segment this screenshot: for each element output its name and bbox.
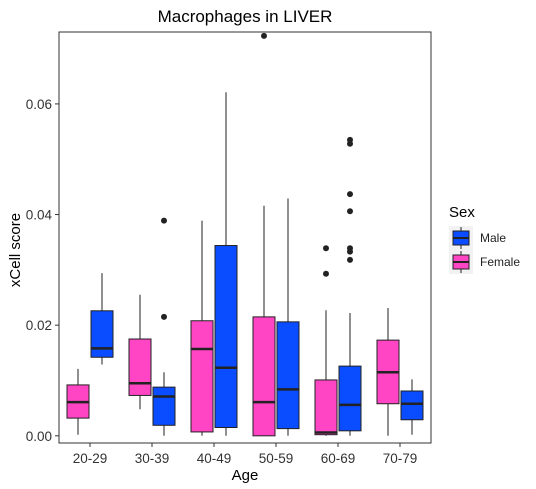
y-axis: 0.00 0.02 0.04 0.06 bbox=[26, 97, 59, 444]
legend-label: Male bbox=[480, 231, 506, 245]
x-tick-label: 30-39 bbox=[135, 451, 170, 466]
y-tick-label: 0.00 bbox=[26, 429, 52, 444]
y-tick-label: 0.06 bbox=[26, 97, 52, 112]
box-male-50-59 bbox=[276, 321, 300, 430]
outlier-male-30-39-1 bbox=[161, 217, 167, 224]
box-female-60-69 bbox=[314, 379, 338, 436]
outlier-male-60-69-4 bbox=[347, 191, 353, 198]
box-male-70-79 bbox=[400, 390, 424, 421]
legend: Sex Male Female bbox=[449, 204, 520, 274]
outlier-male-30-39-0 bbox=[161, 313, 167, 320]
outlier-male-60-69-6 bbox=[347, 136, 353, 143]
x-tick-label: 70-79 bbox=[383, 451, 418, 466]
outlier-male-60-69-3 bbox=[347, 208, 353, 215]
legend-label: Female bbox=[480, 255, 520, 269]
x-axis: 20-29 30-39 40-49 50-59 60-69 70-79 bbox=[73, 443, 418, 466]
x-tick-label: 40-49 bbox=[197, 451, 232, 466]
outlier-female-50-59-0 bbox=[261, 32, 267, 39]
plot-marks bbox=[66, 32, 424, 437]
box-female-30-39 bbox=[128, 338, 152, 396]
chart-title: Macrophages in LIVER bbox=[158, 7, 333, 26]
y-axis-title: xCell score bbox=[7, 213, 24, 287]
box-male-30-39 bbox=[152, 386, 176, 426]
x-tick-label: 20-29 bbox=[73, 451, 108, 466]
box-male-40-49 bbox=[214, 245, 238, 429]
outlier-male-60-69-0 bbox=[347, 256, 353, 263]
x-axis-title: Age bbox=[232, 467, 259, 484]
box-male-60-69 bbox=[338, 365, 362, 432]
x-tick-label: 60-69 bbox=[321, 451, 356, 466]
box-female-50-59 bbox=[252, 316, 276, 437]
outlier-female-60-69-0 bbox=[323, 270, 329, 277]
box-male-20-29 bbox=[90, 310, 114, 358]
box-female-40-49 bbox=[190, 320, 214, 433]
plot-panel bbox=[58, 31, 432, 444]
y-tick-label: 0.04 bbox=[26, 208, 53, 223]
x-tick-label: 50-59 bbox=[259, 451, 294, 466]
y-tick-label: 0.02 bbox=[26, 318, 52, 333]
outlier-female-60-69-1 bbox=[323, 245, 329, 252]
outlier-male-60-69-2 bbox=[347, 245, 353, 252]
legend-title: Sex bbox=[449, 204, 475, 221]
